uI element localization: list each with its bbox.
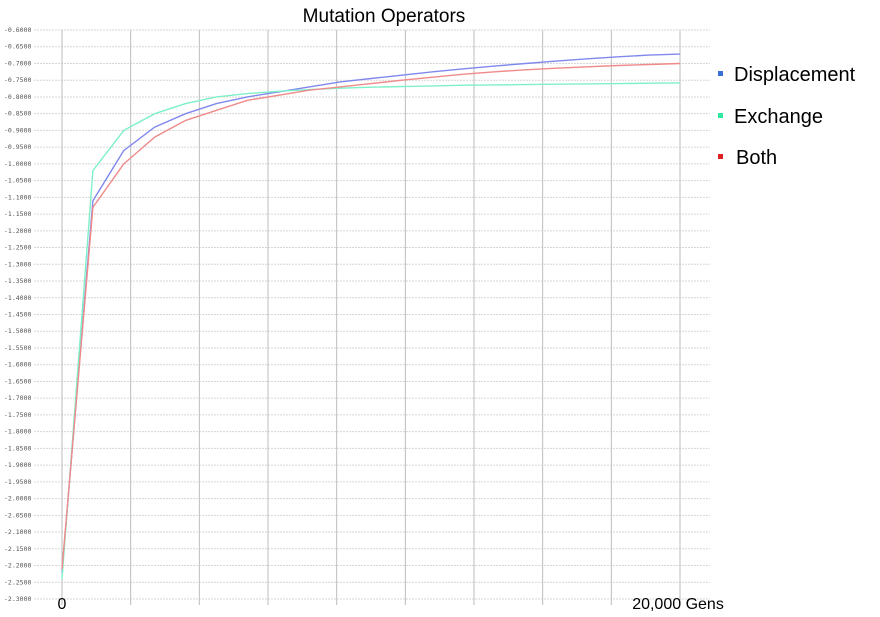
y-tick-label: -1.6500 (4, 377, 31, 385)
y-tick-label: -1.2000 (4, 227, 31, 235)
y-tick-label: -1.4000 (4, 294, 31, 302)
y-axis-tick-labels: -0.6000 -0.6500 -0.7000 -0.7500 -0.8000 -0.85… (4, 26, 31, 603)
chart-series-group (61, 53, 681, 579)
y-tick-label: -1.2500 (4, 244, 31, 252)
legend-label-exchange: Exchange (734, 106, 823, 128)
x-axis-start-label: 0 (58, 596, 67, 613)
y-tick-label: -2.0000 (4, 495, 31, 503)
y-tick-label: -0.7500 (4, 76, 31, 84)
x-axis-end-label: 20,000 Gens (632, 596, 724, 613)
y-tick-label: -0.8000 (4, 93, 31, 101)
y-tick-label: -0.6000 (4, 26, 31, 34)
series-line-exchange (61, 82, 681, 579)
y-tick-label: -1.8000 (4, 428, 31, 436)
y-tick-label: -1.1500 (4, 210, 31, 218)
y-tick-label: -1.9500 (4, 478, 31, 486)
y-tick-label: -2.3000 (4, 595, 31, 603)
y-tick-label: -2.1000 (4, 528, 31, 536)
y-tick-label: -1.5500 (4, 344, 31, 352)
series-line-both (61, 62, 681, 569)
legend-marker-both (718, 154, 723, 159)
y-tick-label: -1.6000 (4, 361, 31, 369)
y-tick-label: -1.0500 (4, 177, 31, 185)
legend-marker-displacement (718, 71, 723, 76)
y-tick-label: -1.7000 (4, 394, 31, 402)
y-tick-label: -1.9000 (4, 461, 31, 469)
series-line-displacement (61, 53, 681, 573)
y-tick-label: -1.8500 (4, 444, 31, 452)
legend-label-displacement: Displacement (734, 64, 856, 86)
y-tick-label: -1.4500 (4, 311, 31, 319)
y-tick-label: -2.2500 (4, 578, 31, 586)
chart-grid (34, 29, 710, 605)
y-tick-label: -1.3000 (4, 260, 31, 268)
y-tick-label: -0.6500 (4, 43, 31, 51)
y-tick-label: -1.5000 (4, 327, 31, 335)
y-tick-label: -1.7500 (4, 411, 31, 419)
y-tick-label: -1.1000 (4, 193, 31, 201)
y-tick-label: -1.3500 (4, 277, 31, 285)
y-tick-label: -0.9000 (4, 126, 31, 134)
y-tick-label: -1.0000 (4, 160, 31, 168)
chart-title: Mutation Operators (303, 6, 466, 27)
y-tick-label: -0.7000 (4, 59, 31, 67)
chart-legend: Displacement Exchange Both (718, 64, 856, 169)
y-tick-label: -2.2000 (4, 562, 31, 570)
y-tick-label: -2.0500 (4, 511, 31, 519)
y-tick-label: -0.9500 (4, 143, 31, 151)
y-tick-label: -2.1500 (4, 545, 31, 553)
legend-label-both: Both (736, 147, 777, 169)
legend-marker-exchange (718, 113, 723, 118)
y-tick-label: -0.8500 (4, 110, 31, 118)
